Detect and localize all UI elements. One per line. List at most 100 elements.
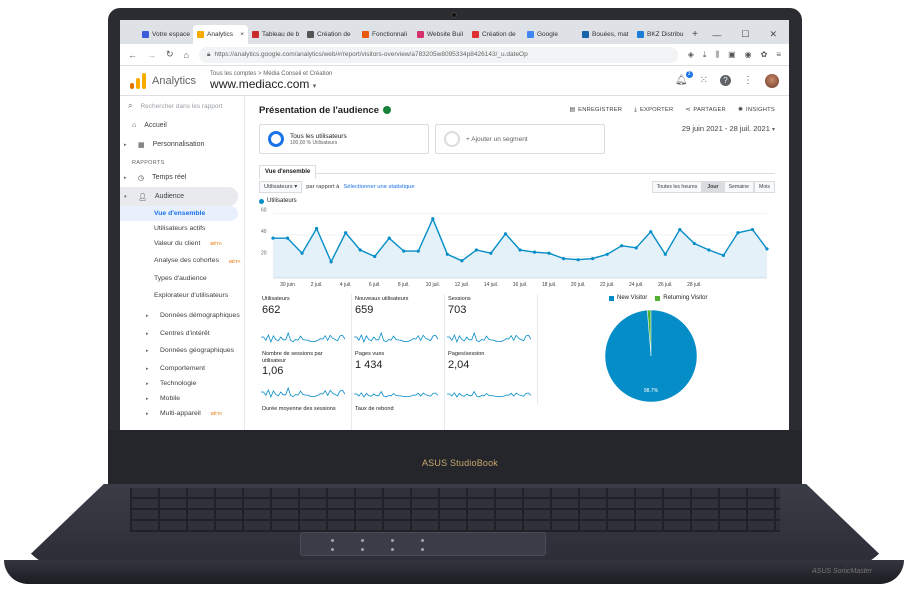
segment-ring-empty-icon (444, 131, 460, 147)
data-point (416, 249, 420, 253)
library-icon[interactable]: ⫼ (715, 49, 720, 59)
metric-label: Utilisateurs (262, 296, 290, 302)
sidebar-subitem[interactable]: Types d'audience (120, 271, 244, 286)
range-button[interactable]: Semaine (723, 181, 755, 193)
browser-tab[interactable]: Création de (303, 25, 358, 44)
download-icon[interactable]: ⤓ (702, 49, 707, 59)
sidebar-subitem[interactable]: ▸ Comportement (120, 361, 244, 376)
avatar[interactable] (765, 73, 779, 88)
sidebar-icon[interactable]: ▣ (728, 49, 736, 59)
data-point (649, 230, 653, 234)
chart-legend: Utilisateurs (259, 198, 775, 204)
lock-icon: 🔒︎ (206, 50, 211, 58)
address-bar[interactable]: 🔒︎ https://analytics.google.com/analytic… (198, 46, 678, 63)
sidebar-subitem[interactable]: Valeur du client BÊTA (120, 236, 244, 251)
pie-chart: 98.7% (604, 309, 698, 403)
date-range-picker[interactable]: 29 juin 2021 - 28 juil. 2021 ▾ (681, 124, 775, 133)
browser-tab[interactable]: Fonctionnali (358, 25, 413, 44)
extension-icon[interactable]: ◉ (744, 49, 752, 59)
apps-grid-icon[interactable]: ⁙ (699, 75, 708, 86)
reload-icon[interactable]: ↻ (166, 49, 174, 59)
caret-right-icon: ▸ (124, 141, 127, 148)
browser-tab[interactable]: Website Buil (413, 25, 468, 44)
close-icon[interactable]: × (240, 31, 244, 38)
favicon-icon (197, 31, 204, 38)
sidebar-item-home[interactable]: ⌂ Accueil (132, 122, 167, 129)
data-point (329, 260, 333, 264)
sidebar-item-realtime[interactable]: ▸ ◷ Temps réel (124, 174, 187, 182)
add-segment-button[interactable]: + Ajouter un segment (435, 124, 605, 154)
browser-tab[interactable]: BKZ Distribu (633, 25, 688, 44)
ga-header: Analytics Tous les comptes > Média Conse… (120, 66, 789, 96)
tab-label: Votre espace (152, 31, 190, 38)
metric-value: 1,06 (262, 365, 284, 378)
help-icon[interactable]: ? (720, 75, 731, 86)
pie-label: 98.7% (644, 388, 659, 394)
compare-metric-link[interactable]: Sélectionner une statistique (343, 184, 415, 190)
account-picker[interactable]: Tous les comptes > Média Conseil et Créa… (210, 71, 332, 91)
report-search[interactable]: ⌕ Rechercher dans les rapport (120, 96, 244, 116)
search-input[interactable]: Rechercher dans les rapport (140, 102, 223, 110)
sidebar-subitem[interactable]: ▸ Multi-appareil BÊTA (120, 406, 244, 421)
caret-right-icon: ▸ (146, 380, 149, 387)
reports-section-title: RAPPORTS (132, 160, 165, 166)
browser-tab[interactable]: Bouées, mat (578, 25, 633, 44)
range-button[interactable]: Toutes les heures (651, 181, 703, 193)
sidebar-subitem[interactable]: ▸ Technologie (120, 376, 244, 391)
sidebar-subitem[interactable]: ▸ Mobile (120, 391, 244, 406)
new-tab-button[interactable]: + (692, 29, 698, 40)
data-point (576, 258, 580, 262)
forward-icon[interactable]: → (147, 49, 156, 60)
sidebar-subitem[interactable]: Utilisateurs actifs (120, 221, 244, 236)
sidebar: ⌕ Rechercher dans les rapport ⌂ Accueil … (120, 96, 245, 430)
metric-card: Sessions 703 (445, 294, 538, 349)
window-close-icon[interactable]: ✕ (769, 29, 777, 39)
sidebar-subitem[interactable]: ▸ Données démographiques (120, 306, 244, 326)
export-button[interactable]: ⤓ EXPORTER (634, 106, 674, 114)
metric-sparkline (354, 331, 438, 343)
metric-label: Durée moyenne des sessions (262, 406, 336, 412)
sidebar-subitem-label: Données géographiques (160, 347, 235, 355)
range-button[interactable]: Mois (754, 181, 775, 193)
sidebar-subitem[interactable]: Analyse des cohortes BÊTA (120, 251, 244, 271)
sidebar-subitem-label: Valeur du client (154, 239, 201, 247)
maximize-icon[interactable]: ☐ (741, 29, 750, 39)
sonicmaster-logo: ASUS SonicMaster (812, 568, 872, 575)
metric-select[interactable]: Utilisateurs ▾ (259, 181, 303, 193)
browser-tab[interactable]: Votre espace (138, 25, 193, 44)
sidebar-subitem-label: Centres d'intérêt (160, 329, 210, 337)
menu-icon[interactable]: ≡ (776, 49, 781, 59)
extension-icon-2[interactable]: ✿ (760, 49, 768, 59)
sidebar-item-audience[interactable]: ▾ 👤︎ Audience (120, 187, 238, 206)
sidebar-subitem[interactable]: ▸ Données géographiques (120, 341, 244, 361)
minimize-icon[interactable]: — (712, 29, 722, 40)
tab-overview[interactable]: Vue d'ensemble (259, 165, 317, 179)
favicon-icon (307, 31, 314, 38)
share-button[interactable]: ⋖ PARTAGER (685, 107, 726, 113)
segment-all-users[interactable]: Tous les utilisateurs 100,00 % Utilisate… (259, 124, 429, 154)
sidebar-item-customization[interactable]: ▸ ▦ Personnalisation (124, 141, 205, 149)
save-button[interactable]: ▤ ENREGISTRER (569, 107, 623, 113)
browser-tab[interactable]: Tableau de b (248, 25, 303, 44)
insights-button[interactable]: ✺ INSIGHTS (737, 107, 775, 113)
sidebar-subitem[interactable]: Explorateur d'utilisateurs (120, 286, 244, 306)
notifications-icon[interactable]: 🔔︎ 3 (675, 71, 693, 86)
range-button[interactable]: Jour (702, 181, 724, 193)
sidebar-subitem[interactable]: ▸ Centres d'intérêt (120, 326, 244, 341)
tab-label: Bouées, mat (592, 31, 629, 38)
metric-sparkline (447, 331, 531, 343)
back-icon[interactable]: ← (128, 49, 137, 60)
browser-tab[interactable]: Google (523, 25, 578, 44)
more-vert-icon[interactable]: ⋮ (743, 75, 753, 86)
data-point (285, 236, 290, 240)
metric-card: Nombre de sessions par utilisateur 1,06 (259, 349, 352, 404)
sidebar-subitem[interactable]: Vue d'ensemble (120, 206, 238, 221)
favicon-icon (142, 31, 149, 38)
browser-tab[interactable]: Analytics × (193, 25, 248, 44)
pocket-icon[interactable]: ◈ (687, 49, 694, 59)
person-icon: 👤︎ (138, 193, 147, 201)
sparkline-path (354, 331, 438, 343)
home-icon[interactable]: ⌂ (183, 49, 189, 60)
browser-tab[interactable]: Création de (468, 25, 523, 44)
y-tick-label: 40 (261, 229, 267, 235)
